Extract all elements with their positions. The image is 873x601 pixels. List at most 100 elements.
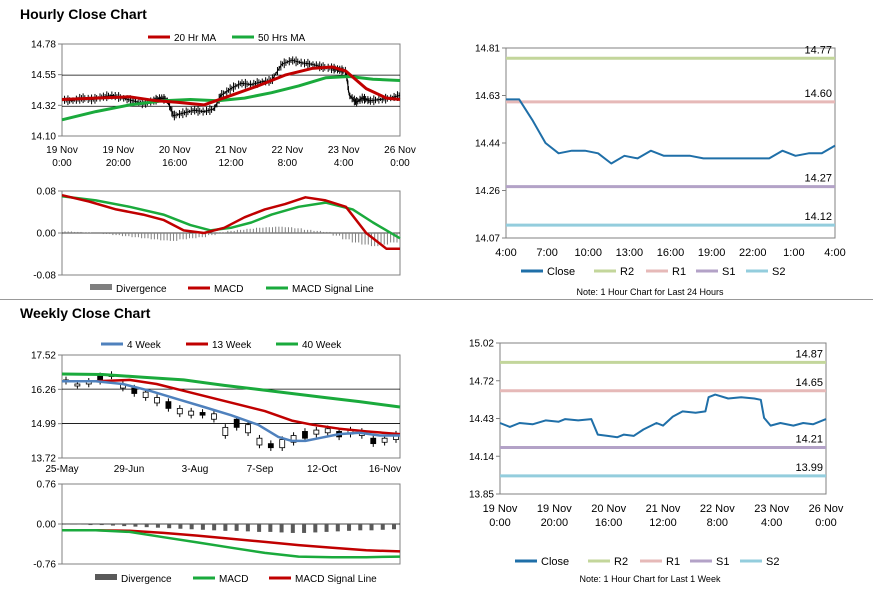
weekly-price-ytick-label: 17.52 <box>31 351 56 362</box>
weekly-divergence-bar <box>133 524 138 527</box>
hourly-price-xtick-time: 4:00 <box>334 158 354 169</box>
weekly-legend-divergence-label: Divergence <box>121 574 172 585</box>
hourly-pivot-ytick-label: 14.63 <box>475 91 500 102</box>
weekly-candle-body <box>165 401 172 409</box>
hourly-legend-divergence-swatch <box>90 284 112 290</box>
weekly-candle-body <box>233 418 240 428</box>
weekly-pivot-xtick-date: 23 Nov <box>754 503 789 515</box>
weekly-pivot-legend-label: Close <box>541 556 569 568</box>
weekly-pivot-level-label-s1: 14.21 <box>795 434 823 446</box>
hourly-macd-ytick-label: 0.08 <box>37 187 57 198</box>
hourly-pivot-ytick-label: 14.26 <box>475 186 500 197</box>
weekly-pivot-level-label-r1: 14.65 <box>795 377 823 389</box>
weekly-pivot-xtick-time: 20:00 <box>541 517 569 529</box>
weekly-section-title: Weekly Close Chart <box>20 305 151 321</box>
weekly-divergence-bar <box>77 524 82 525</box>
weekly-legend-40wk-label: 40 Week <box>302 340 342 351</box>
hourly-price-xtick-date: 19 Nov <box>46 145 78 156</box>
weekly-ma40-line <box>61 372 401 409</box>
hourly-price-xtick-date: 20 Nov <box>159 145 191 156</box>
weekly-divergence-bar <box>268 524 273 532</box>
hourly-pivot-level-label-s1: 14.27 <box>804 173 832 185</box>
weekly-candle-body <box>211 413 217 420</box>
hourly-pivot-close-line <box>506 98 836 165</box>
hourly-pivot-xtick: 19:00 <box>698 247 726 259</box>
section-divider <box>0 299 873 300</box>
weekly-divergence-bar <box>167 524 172 529</box>
weekly-divergence-bar <box>178 524 183 529</box>
weekly-pivot-xtick-time: 8:00 <box>707 517 728 529</box>
weekly-candle-body <box>324 428 331 434</box>
hourly-pivot-xtick: 7:00 <box>536 247 557 259</box>
weekly-pivot-level-label-r2: 14.87 <box>795 348 823 360</box>
hourly-price-xtick-date: 21 Nov <box>215 145 247 156</box>
weekly-pivot-xtick-time: 16:00 <box>595 517 623 529</box>
weekly-divergence-bar <box>279 524 284 533</box>
weekly-divergence-bar <box>324 524 329 532</box>
weekly-pivot-xtick-time: 4:00 <box>761 517 782 529</box>
weekly-divergence-bar <box>290 524 295 533</box>
hourly-pivot-xtick: 22:00 <box>739 247 767 259</box>
hourly-pivot-legend-label: Close <box>547 266 575 278</box>
weekly-divergence-bar <box>200 524 205 530</box>
weekly-pivot-xtick-date: 20 Nov <box>591 503 626 515</box>
weekly-price-xtick: 7-Sep <box>247 464 274 475</box>
weekly-divergence-bar <box>347 524 352 531</box>
weekly-price-xtick: 29-Jun <box>114 464 145 475</box>
hourly-legend-macd-label: MACD <box>214 284 243 295</box>
weekly-legend-signal-label: MACD Signal Line <box>295 574 377 585</box>
hourly-pivot-xtick: 1:00 <box>783 247 804 259</box>
weekly-pivot-xtick-date: 19 Nov <box>483 503 518 515</box>
hourly-ma50-line <box>61 75 401 122</box>
hourly-pivot-xtick: 13:00 <box>616 247 644 259</box>
weekly-divergence-bar <box>257 524 262 532</box>
weekly-divergence-bar <box>99 524 104 526</box>
weekly-price-ytick-label: 14.99 <box>31 419 56 430</box>
weekly-ma13-line <box>62 378 401 436</box>
weekly-pivot-legend-label: S1 <box>716 556 729 568</box>
weekly-candle-body <box>222 426 229 436</box>
weekly-price-plot-frame <box>61 354 401 459</box>
weekly-candle-body <box>154 397 160 404</box>
hourly-legend-divergence-label: Divergence <box>116 284 167 295</box>
weekly-legend-divergence-swatch <box>95 574 117 580</box>
hourly-pivot-xtick: 16:00 <box>657 247 685 259</box>
hourly-price-ytick-label: 14.78 <box>31 40 56 51</box>
hourly-pivot-xtick: 4:00 <box>495 247 516 259</box>
weekly-macd-ytick-label: 0.00 <box>37 520 57 531</box>
hourly-price-ytick-label: 14.55 <box>31 70 56 81</box>
hourly-pivot-ytick-label: 14.81 <box>475 44 500 55</box>
weekly-candle-body <box>131 387 138 394</box>
hourly-price-xtick-date: 23 Nov <box>328 145 360 156</box>
weekly-pivot-xtick-date: 26 Nov <box>809 503 844 515</box>
hourly-pivot-ytick-label: 14.44 <box>475 139 500 150</box>
weekly-legend-4wk-label: 4 Week <box>127 340 162 351</box>
hourly-pivot-level-label-r1: 14.60 <box>804 88 832 100</box>
weekly-divergence-bar <box>189 524 194 530</box>
weekly-candle-body <box>267 443 274 449</box>
weekly-candle-body <box>74 383 81 387</box>
weekly-pivot-ytick-label: 14.14 <box>469 452 494 463</box>
hourly-pivot-legend-label: S1 <box>722 266 735 278</box>
weekly-pivot-ytick-label: 14.72 <box>469 376 494 387</box>
hourly-price-xtick-time: 16:00 <box>162 158 187 169</box>
weekly-price-xtick: 25-May <box>45 464 78 475</box>
weekly-divergence-bar <box>66 524 70 525</box>
weekly-divergence-bar <box>380 524 385 530</box>
weekly-pivot-note: Note: 1 Hour Chart for Last 1 Week <box>580 574 721 584</box>
hourly-price-xtick-date: 22 Nov <box>271 145 303 156</box>
weekly-pivot-xtick-date: 22 Nov <box>700 503 735 515</box>
weekly-pivot-level-label-s2: 13.99 <box>795 462 823 474</box>
hourly-legend-ma20-label: 20 Hr MA <box>174 33 217 44</box>
weekly-candle-body <box>381 437 388 443</box>
weekly-ma4-line <box>62 380 400 443</box>
hourly-price-plot-frame <box>61 43 401 137</box>
hourly-price-xtick-time: 8:00 <box>278 158 298 169</box>
weekly-candle-body <box>256 437 263 446</box>
weekly-candle-body <box>245 424 251 434</box>
weekly-pivot-ytick-label: 15.02 <box>469 339 494 350</box>
weekly-macd-line <box>62 529 401 559</box>
weekly-divergence-bar <box>88 524 93 526</box>
hourly-pivot-legend-label: R2 <box>620 266 634 278</box>
